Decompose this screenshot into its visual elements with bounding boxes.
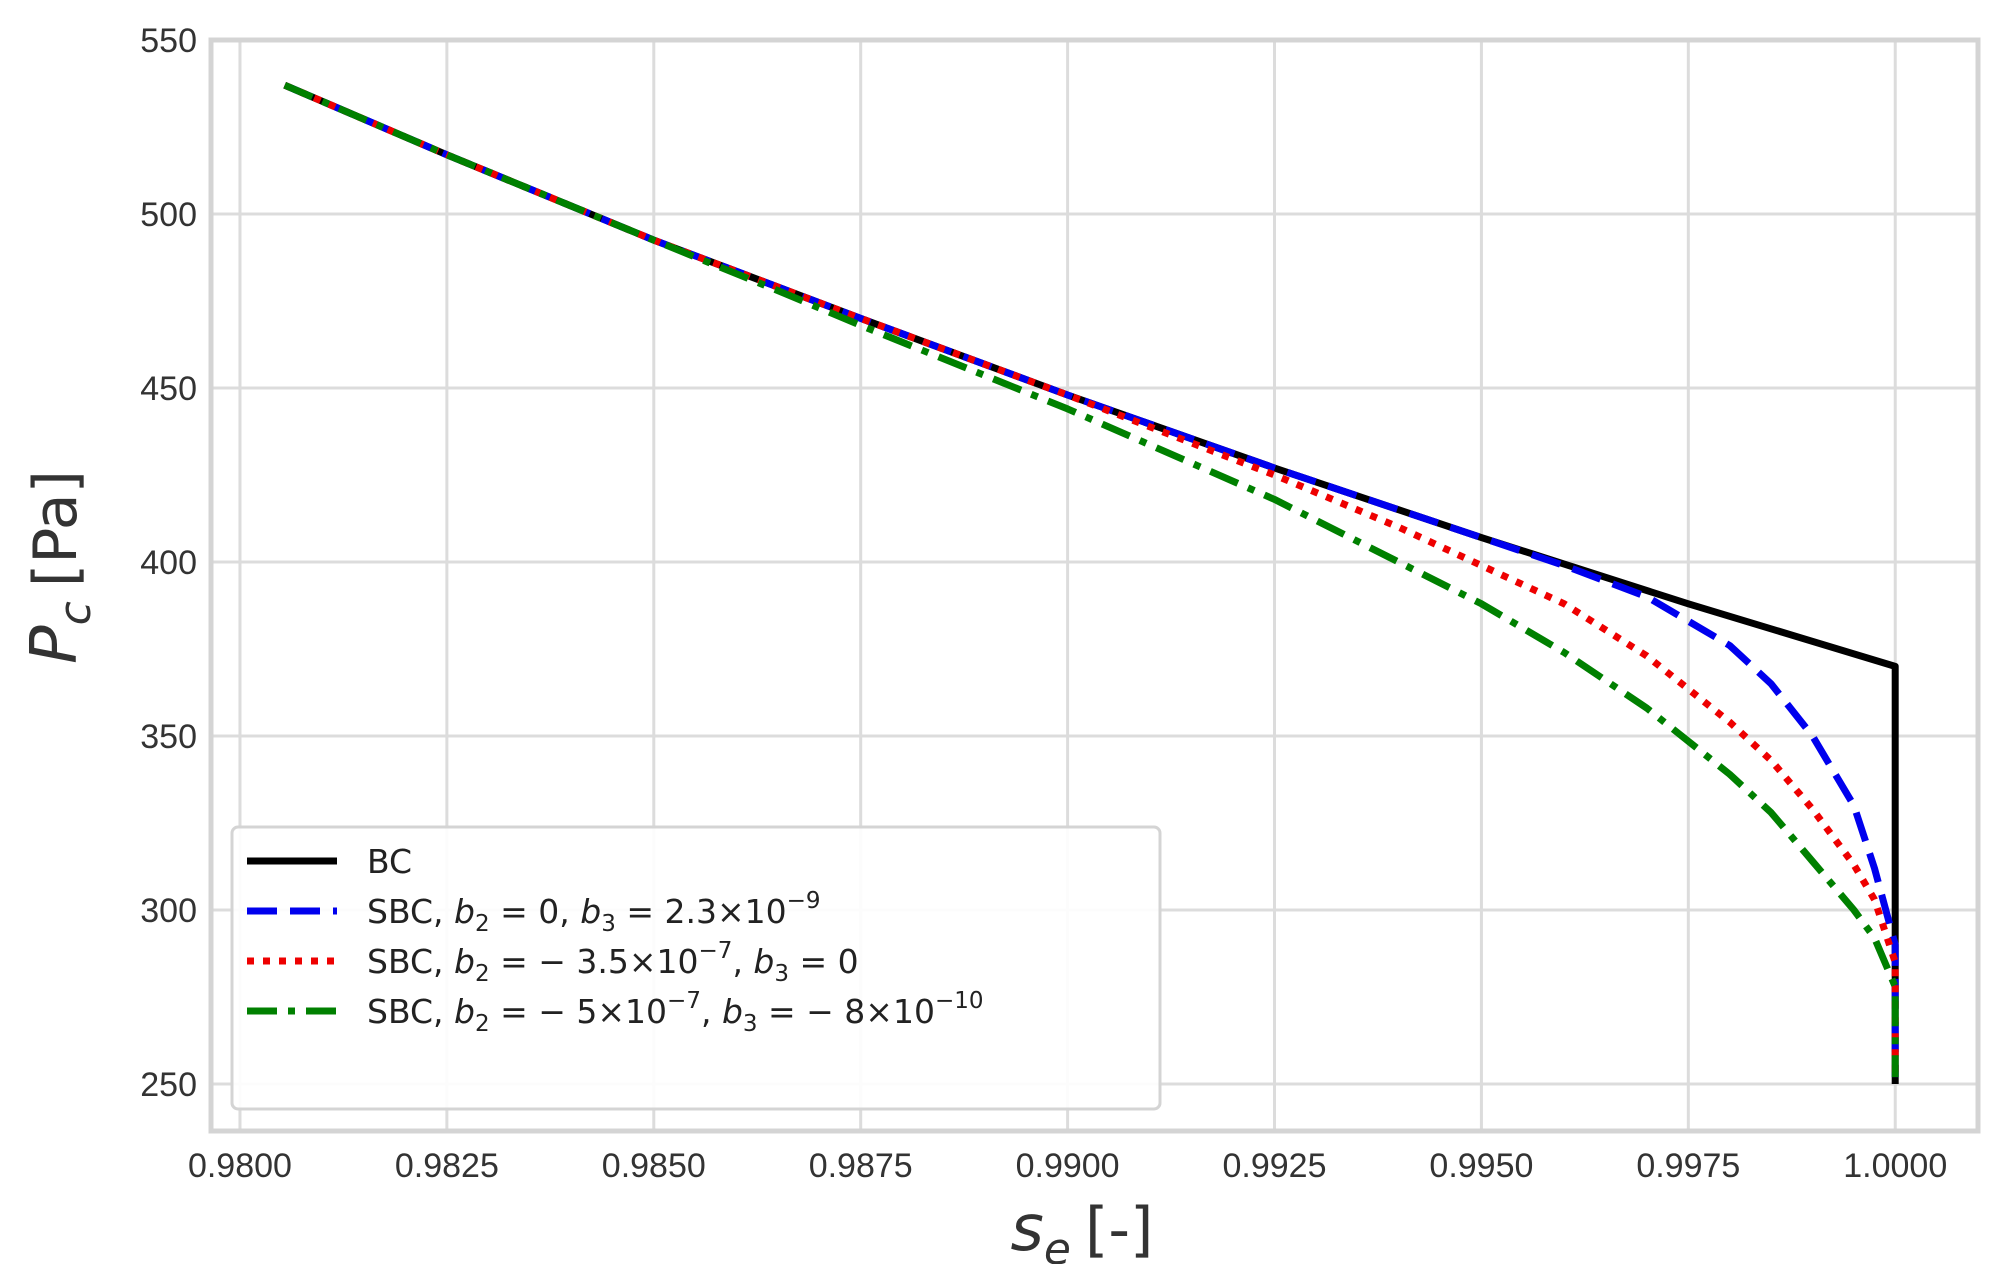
legend-box	[230, 825, 1162, 1111]
series-layer	[283, 81, 1899, 1084]
x-tick-label: 0.9850	[602, 1147, 706, 1185]
series-line-4	[283, 81, 1899, 1078]
x-tick-labels: 0.9800 0.9825 0.9850 0.9875 0.9900 0.9925 0.99…	[188, 1147, 1947, 1185]
y-tick-labels: 250 300 350 400 450 500 550	[140, 22, 197, 1104]
y-tick-label: 500	[140, 196, 197, 234]
y-tick-label: 550	[140, 22, 197, 60]
x-tick-label: 0.9925	[1223, 1147, 1327, 1185]
y-tick-label: 250	[140, 1066, 197, 1104]
y-tick-label: 400	[140, 544, 197, 582]
legend-label-1: BC	[367, 842, 412, 881]
x-tick-label: 0.9950	[1429, 1147, 1533, 1185]
x-tick-label: 0.9800	[188, 1147, 292, 1185]
x-axis-label: se [-]	[1011, 1192, 1154, 1264]
x-tick-label: 0.9875	[809, 1147, 913, 1185]
series-line-2	[283, 81, 1899, 1078]
legend-label-4: SBC, b2​ = − 5×10−7​, b3​ = − 8×10−10​	[367, 988, 984, 1037]
y-tick-label: 350	[140, 718, 197, 756]
x-tick-label: 1.0000	[1843, 1147, 1947, 1185]
x-tick-label: 0.9900	[1016, 1147, 1120, 1185]
legend-label-2: SBC, b2​ = 0, b3​ = 2.3×10−9​	[367, 888, 821, 937]
plot-frame	[208, 37, 1981, 1134]
series-line-3	[283, 81, 1899, 1078]
y-tick-label: 300	[140, 892, 197, 930]
y-tick-label: 450	[140, 370, 197, 408]
x-tick-label: 0.9825	[395, 1147, 499, 1185]
x-tick-label: 0.9975	[1636, 1147, 1740, 1185]
legend-label-3: SBC, b2​ = − 3.5×10−7​, b3​ = 0	[367, 938, 859, 987]
y-axis-label: Pc[Pa]	[18, 470, 101, 664]
